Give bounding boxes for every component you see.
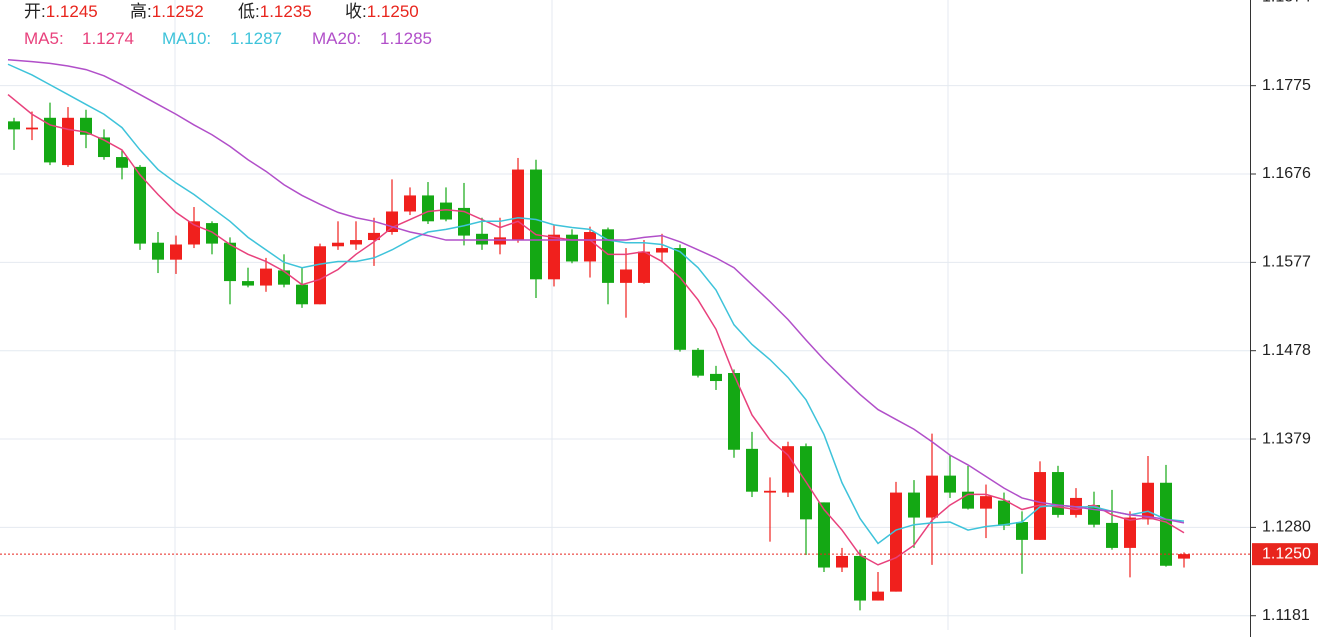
legend-entry: MA10: 1.1287 — [162, 29, 282, 48]
candle-body — [1034, 472, 1046, 540]
price-box — [1252, 543, 1318, 566]
candle-body — [1052, 472, 1064, 515]
candle-body — [530, 169, 542, 280]
price-label: 1.1250 — [1262, 545, 1311, 562]
y-tick-label: 1.1478 — [1262, 342, 1311, 359]
candle-body — [620, 269, 632, 283]
candle-body — [926, 475, 938, 518]
candle-body — [404, 195, 416, 212]
info-value: 1.1245 — [46, 2, 98, 21]
info-label: 开: — [24, 2, 46, 21]
candle-body — [854, 555, 866, 601]
candle-body — [296, 284, 308, 305]
candle-body — [602, 229, 614, 283]
legend-name: MA5: — [24, 29, 64, 48]
candle-body — [1178, 554, 1190, 559]
info: 开:1.1245 — [24, 2, 98, 21]
candle-body — [62, 117, 74, 166]
candle-body — [134, 166, 146, 244]
y-tick-label: 1.1676 — [1262, 165, 1311, 182]
legend-entry: MA5: 1.1274 — [24, 29, 134, 48]
header: 开:1.1245 高:1.1252 低:1.1235 收:1.1250 — [24, 2, 419, 21]
y-tick-label: 1.1577 — [1262, 254, 1311, 271]
ma-line — [7, 94, 1185, 566]
candle-body — [1106, 522, 1118, 548]
info: 收:1.1250 — [345, 2, 419, 21]
candle-body — [890, 492, 902, 592]
candle-body — [332, 242, 344, 247]
y-tick-label: 1.1775 — [1262, 77, 1311, 94]
candle-body — [278, 270, 290, 285]
candle-body — [692, 349, 704, 376]
candle-body — [224, 242, 236, 282]
candle-body — [764, 490, 776, 493]
y-tick-label: 1.1181 — [1262, 607, 1310, 624]
candle-body — [440, 202, 452, 220]
candle-body — [746, 448, 758, 492]
ma-line — [7, 63, 1185, 545]
candle-body — [476, 233, 488, 245]
info-label: 高: — [130, 2, 152, 21]
candle-body — [242, 281, 254, 286]
candle-body — [872, 591, 884, 601]
candle-body — [980, 496, 992, 509]
info-label: 低: — [238, 2, 260, 21]
candle-body — [260, 268, 272, 286]
candle-body — [152, 242, 164, 260]
candle-body — [26, 127, 38, 130]
legend-value: 1.1285 — [380, 29, 432, 48]
candle-body — [638, 251, 650, 283]
candle-body — [782, 446, 794, 493]
candle-body — [674, 248, 686, 350]
info: 低:1.1235 — [238, 2, 312, 21]
candle-body — [206, 223, 218, 244]
candle-body — [1124, 517, 1136, 548]
candle-body — [908, 492, 920, 518]
legend-entry: MA20: 1.1285 — [312, 29, 432, 48]
candle-body — [1142, 482, 1154, 520]
candle-body — [710, 373, 722, 382]
ma-line — [7, 59, 1185, 524]
candle-body — [728, 373, 740, 450]
candle-body — [386, 211, 398, 233]
candle-body — [548, 234, 560, 280]
candle-body — [1016, 522, 1028, 540]
candle-body — [818, 502, 830, 568]
candle-body — [44, 117, 56, 163]
legend-name: MA10: — [162, 29, 211, 48]
y-tick-label: 1.1874 — [1262, 0, 1311, 6]
y-tick-label: 1.1280 — [1262, 519, 1311, 536]
candle-body — [314, 246, 326, 305]
candle-body — [170, 244, 182, 260]
candle-body — [584, 232, 596, 262]
candle-body — [656, 248, 668, 253]
y-tick-label: 1.1379 — [1262, 430, 1311, 447]
info: 高:1.1252 — [130, 2, 204, 21]
info-label: 收: — [345, 2, 367, 21]
candle-body — [116, 157, 128, 168]
candle-body — [836, 555, 848, 568]
info-value: 1.1252 — [152, 2, 204, 21]
candle-body — [80, 117, 92, 135]
candle-body — [368, 232, 380, 241]
candle-body — [998, 500, 1010, 526]
candle-body — [1160, 482, 1172, 566]
candle-body — [422, 195, 434, 222]
candle-body — [8, 121, 20, 130]
candle-body — [458, 207, 470, 236]
legend-value: 1.1287 — [230, 29, 282, 48]
candle-body — [188, 221, 200, 245]
candle-body — [512, 169, 524, 241]
info-value: 1.1250 — [367, 2, 419, 21]
candle-body — [944, 475, 956, 493]
info-value: 1.1235 — [260, 2, 312, 21]
legend-name: MA20: — [312, 29, 361, 48]
candle-body — [566, 234, 578, 262]
legend-value: 1.1274 — [82, 29, 134, 48]
candle-body — [350, 240, 362, 245]
candle-body — [494, 237, 506, 245]
